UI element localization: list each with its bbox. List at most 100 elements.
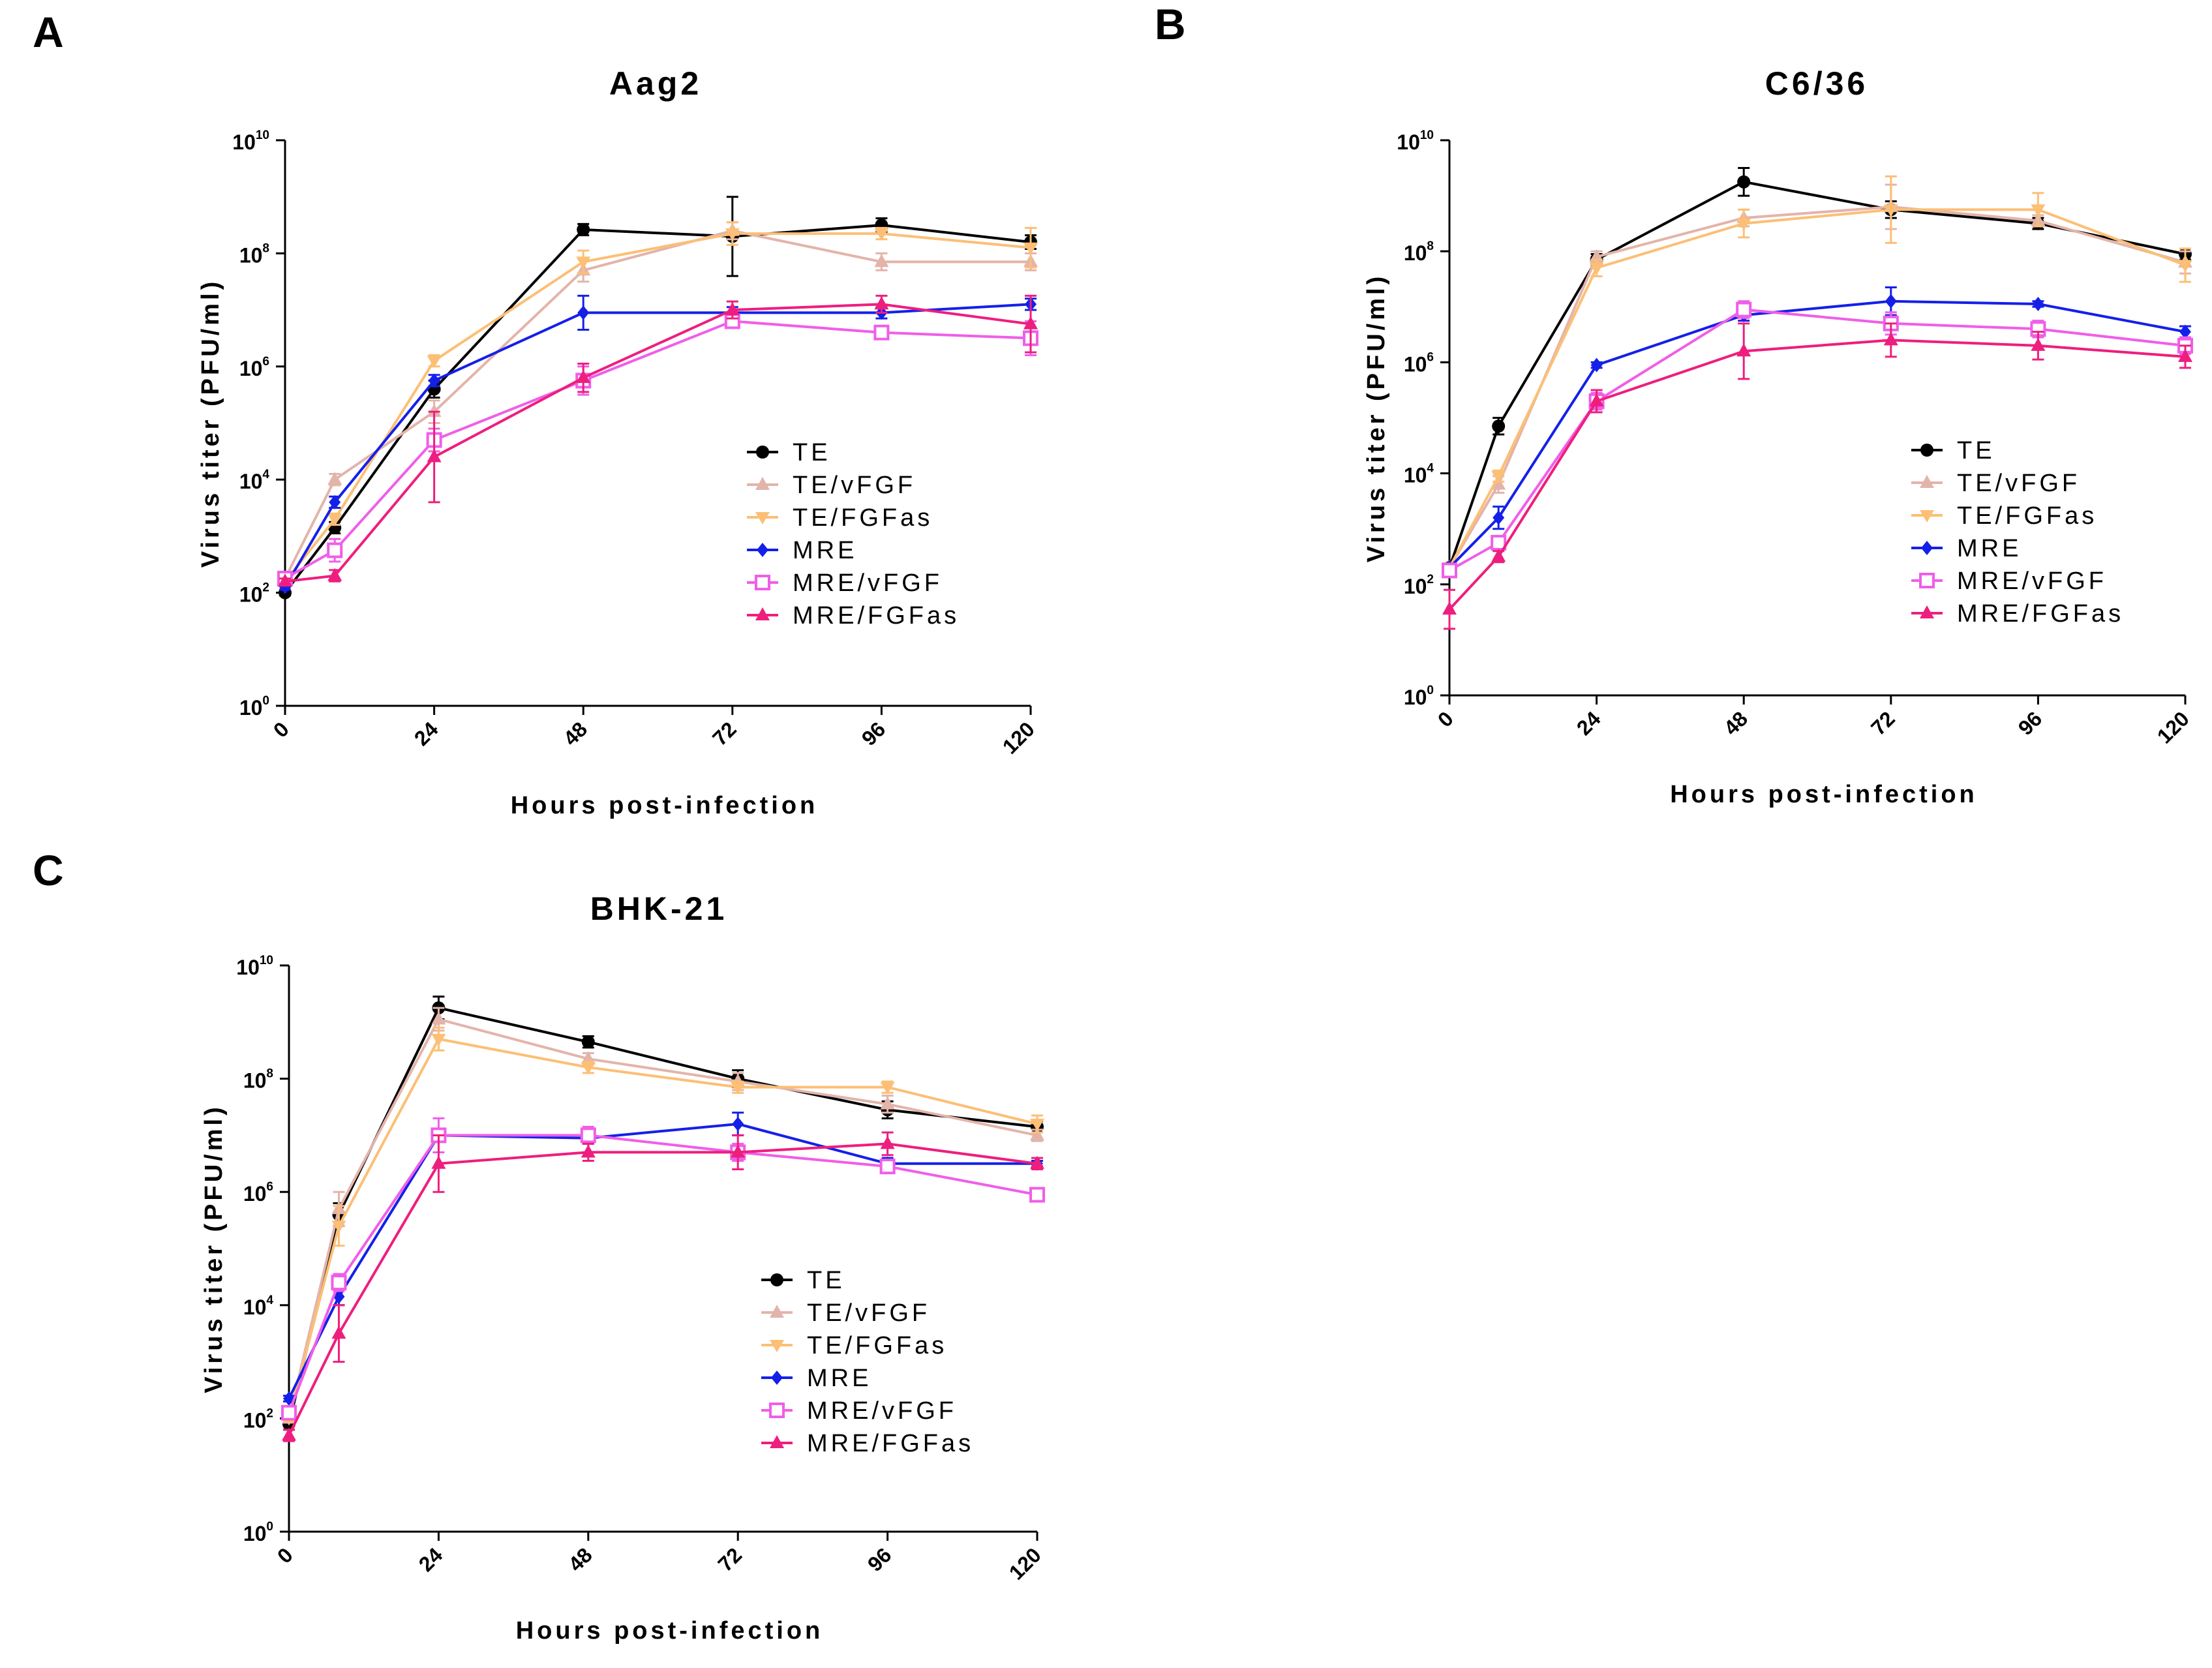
series-mre-fgfas	[1442, 322, 2192, 630]
legend-label: MRE	[793, 537, 857, 564]
data-point	[331, 1326, 346, 1339]
y-tick-label: 100	[239, 694, 269, 720]
data-point	[1590, 357, 1603, 372]
legend-label: TE/FGFas	[807, 1332, 947, 1359]
legend-marker	[755, 512, 770, 524]
data-point	[1736, 301, 1752, 318]
legend-marker	[755, 477, 770, 490]
series-te-fgfas	[282, 1026, 1044, 1426]
series-mre-vfgf	[1442, 300, 2193, 579]
data-point	[725, 228, 740, 241]
data-point	[879, 1159, 896, 1175]
x-tick-label: 96	[863, 1543, 896, 1576]
legend-marker	[1920, 444, 1933, 457]
y-axis-title: Virus titer (PFU/ml)	[1363, 273, 1390, 562]
data-point	[327, 513, 342, 526]
x-axis-title: Hours post-infection	[511, 792, 819, 819]
x-tick-label: 48	[564, 1543, 597, 1576]
chart-c636: C6/36 100 102 104 106 108 1010 0 24 48 72 96 120 Hour…	[1363, 65, 2194, 808]
series-line	[284, 320, 1031, 580]
panel-letter-a: A	[33, 8, 64, 56]
data-point	[581, 1035, 595, 1049]
data-point	[1883, 332, 1898, 346]
series-te	[282, 995, 1044, 1431]
data-point	[1442, 562, 1457, 579]
series-te-fgfas	[278, 221, 1038, 589]
y-tick-label: 106	[239, 355, 269, 380]
data-point	[880, 1082, 895, 1095]
chart-aag2: Aag2 100 102 104 106 108 1010 0 24 48 72 96 120 Hours…	[197, 65, 1039, 819]
data-point	[1492, 419, 1506, 433]
data-point	[327, 568, 342, 581]
data-point	[2179, 324, 2191, 339]
data-point	[431, 1011, 446, 1025]
panel-letter-b: B	[1155, 0, 1186, 48]
y-tick-label: 1010	[1397, 129, 1434, 154]
chart-title: Aag2	[609, 65, 702, 102]
data-point	[327, 472, 342, 485]
x-tick-label: 48	[1720, 706, 1753, 740]
data-point	[1442, 601, 1457, 615]
y-tick-label: 100	[1404, 684, 1434, 709]
legend: TE TE/vFGF TE/FGFas MRE MRE/vFGF MRE/FGFas	[761, 1267, 971, 1457]
legend-marker	[1920, 510, 1934, 523]
legend-label: TE/FGFas	[1957, 502, 2097, 530]
data-point	[725, 302, 740, 316]
data-point	[1030, 1127, 1044, 1141]
data-point	[731, 1082, 746, 1095]
data-point	[1736, 343, 1751, 357]
data-point	[732, 1117, 744, 1132]
data-point	[1029, 1187, 1045, 1203]
y-tick-label: 106	[243, 1180, 273, 1206]
panel-letter-c: C	[33, 846, 64, 894]
y-axis-title: Virus titer (PFU/ml)	[200, 1104, 228, 1393]
data-point	[1589, 393, 1604, 406]
data-point	[2178, 348, 2192, 362]
y-axis-title: Virus titer (PFU/ml)	[197, 279, 224, 568]
y-tick-label: 102	[239, 581, 269, 607]
data-point	[1023, 242, 1038, 255]
data-point	[428, 373, 440, 388]
legend-label: MRE/vFGF	[793, 569, 943, 597]
legend-marker	[770, 1305, 784, 1318]
x-tick-label: 120	[1005, 1543, 1046, 1584]
series-te-vfgf	[282, 1007, 1044, 1424]
data-point	[427, 356, 442, 369]
data-point	[282, 1427, 296, 1441]
x-tick-label: 96	[2014, 706, 2047, 740]
legend-label: TE/vFGF	[807, 1299, 930, 1327]
legend-label: TE/vFGF	[1957, 470, 2080, 497]
x-tick-label: 72	[708, 717, 741, 750]
data-point	[427, 404, 442, 417]
data-point	[1030, 1155, 1044, 1169]
data-point	[1737, 175, 1751, 189]
data-point	[581, 1062, 596, 1075]
legend: TE TE/vFGF TE/FGFas MRE MRE/vFGF MRE/FGFas	[747, 439, 956, 629]
series-mre-fgfas	[282, 1131, 1044, 1442]
series-mre	[283, 1112, 1043, 1406]
x-tick-label: 120	[998, 717, 1039, 758]
y-tick-label: 100	[243, 1520, 273, 1545]
y-tick-label: 1010	[232, 129, 269, 154]
legend-marker	[771, 1371, 783, 1385]
data-point	[577, 305, 590, 320]
x-tick-label: 96	[857, 717, 890, 750]
data-point	[1030, 1119, 1044, 1132]
data-point	[2031, 204, 2046, 217]
legend-marker	[769, 1403, 785, 1418]
series-line	[284, 224, 1031, 594]
series-line	[288, 1134, 1038, 1414]
y-tick-label: 104	[1404, 462, 1434, 487]
chart-title: C6/36	[1765, 65, 1868, 102]
data-point	[581, 1144, 596, 1158]
y-tick-label: 104	[239, 468, 270, 493]
data-point	[580, 1127, 596, 1144]
series-mre-fgfas	[278, 294, 1038, 587]
x-axis-title: Hours post-infection	[516, 1617, 824, 1645]
legend-marker	[1921, 541, 1933, 555]
y-tick-label: 102	[243, 1406, 273, 1432]
x-tick-label: 72	[1866, 706, 1900, 740]
legend-marker	[1919, 573, 1935, 588]
data-point	[1491, 470, 1506, 483]
